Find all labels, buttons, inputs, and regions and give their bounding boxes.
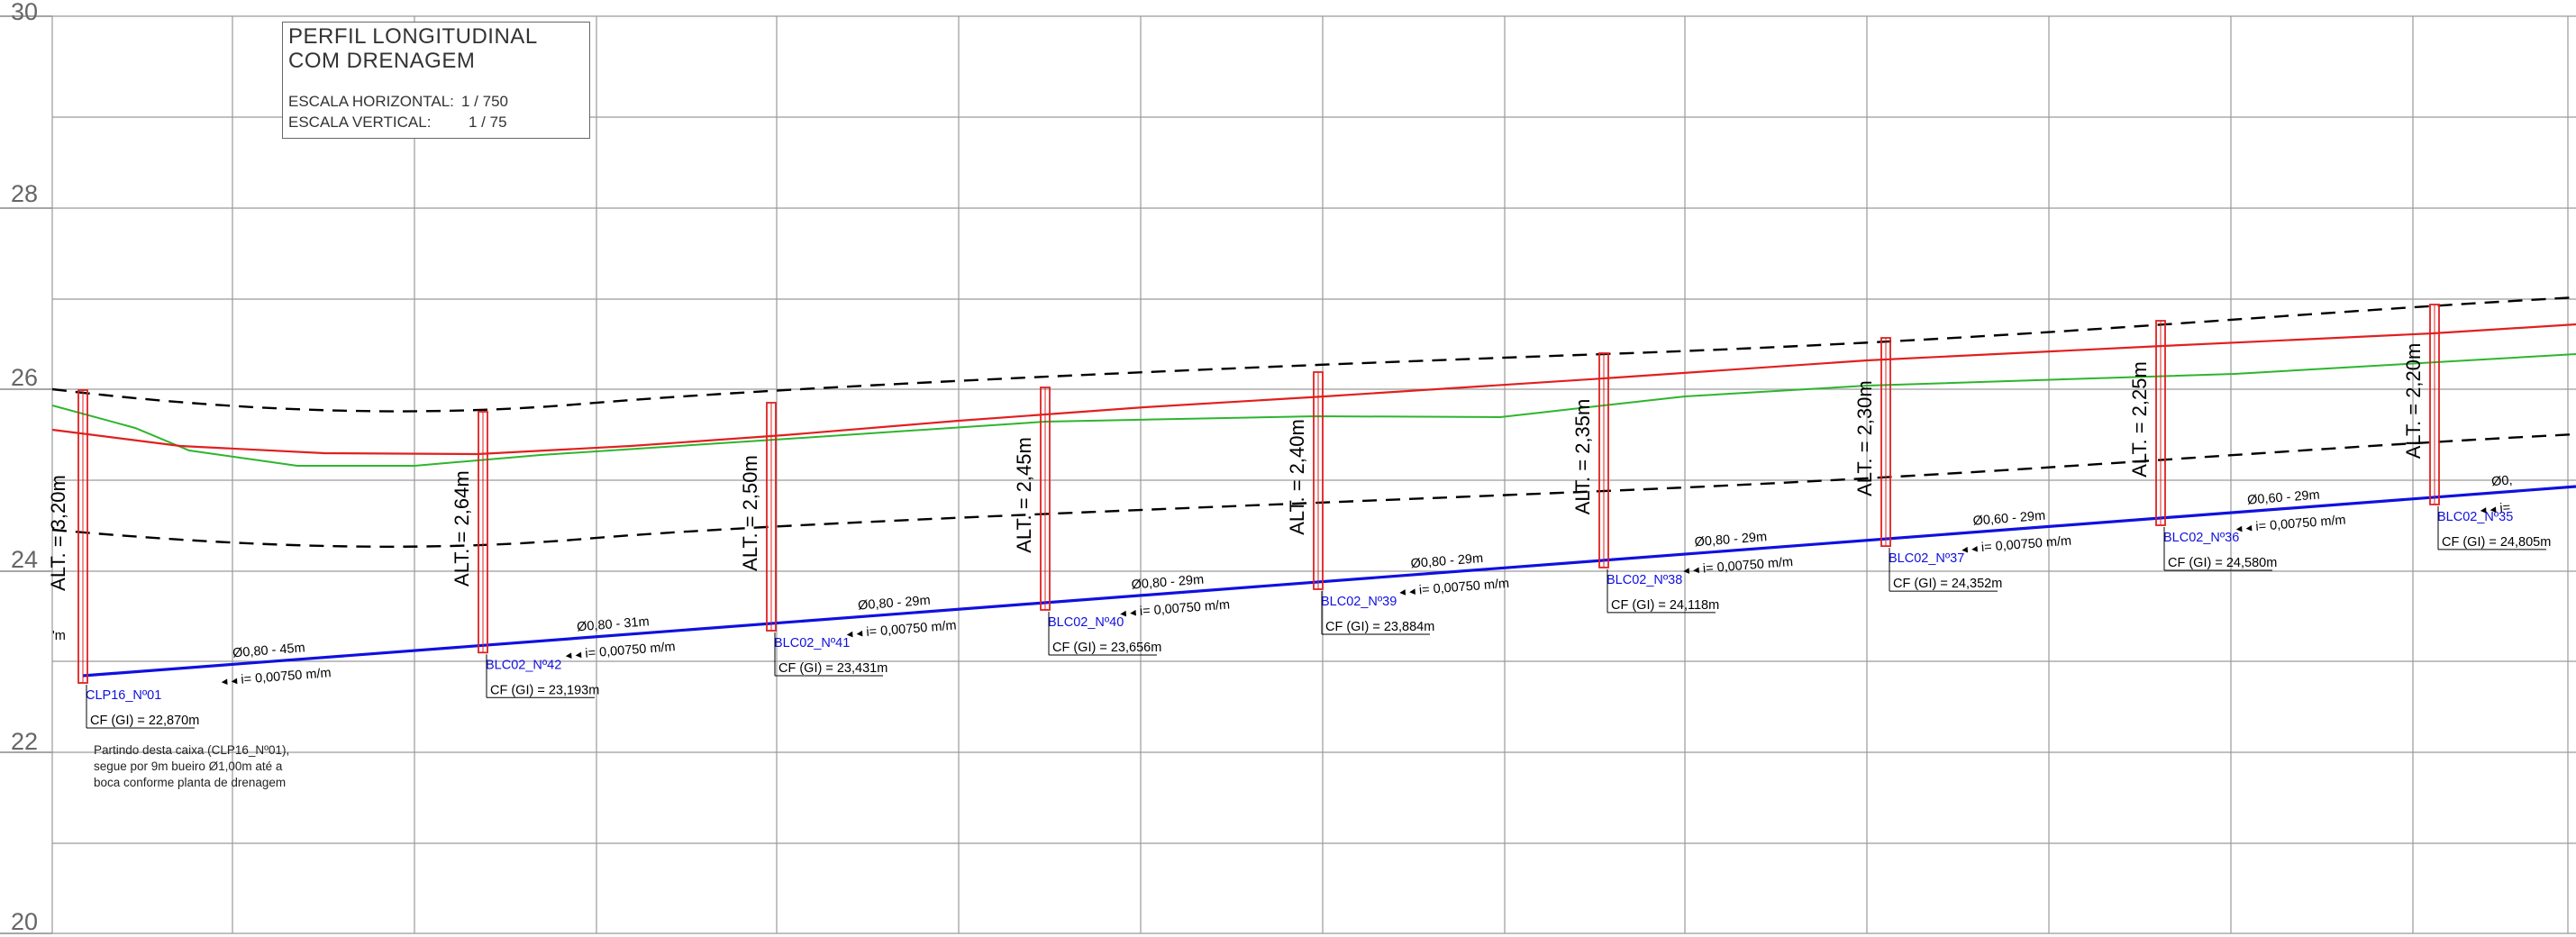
elevation-axis: 30 28 26 24 22 20 [11,0,38,935]
station-id-label: BLC02_Nº42 [486,658,561,672]
wells [77,304,2440,684]
segment-slope-label: i= [2499,501,2511,516]
elevation-label: 28 [11,180,38,207]
alt-label: ALT. = 2,20m [2402,343,2425,459]
scale-horizontal-label: ESCALA HORIZONTAL: [288,93,454,110]
segment-slope-label: i= 0,00750 m/m [585,640,676,661]
alt-label: ALT. = 2,45m [1013,437,1035,553]
scale-vertical-value: 1 / 75 [469,114,507,131]
title-line-1: PERFIL LONGITUDINAL [288,24,538,49]
segment-label-group: Ø0,60 - 29m ◄◄ i= 0,00750 m/m [2234,488,2346,535]
alt-label: ALT. = 3,20m [47,475,69,591]
segment-pipe-label: Ø0, [2491,473,2514,489]
cf-label: CF (GI) = 24,352m [1893,577,2002,591]
segment-label-group: Ø0,80 - 45m ◄◄ i= 0,00750 m/m [219,641,332,688]
station-id-label: BLC02_Nº36 [2163,531,2239,545]
segment-label-group: Ø0,80 - 29m ◄◄ i= 0,00750 m/m [1397,551,1510,599]
dashed-top-line [51,296,2576,413]
dashed-bottom-line [51,432,2576,548]
segment-slope-label: i= 0,00750 m/m [1702,555,1793,577]
segment-pipe-label: Ø0,60 - 29m [2247,488,2321,508]
edge-fragment-label: 'm [52,629,66,643]
station-id-label: CLP16_Nº01 [86,688,161,703]
segment-label-group: Ø0,60 - 29m ◄◄ i= 0,00750 m/m [1960,509,2072,556]
cf-label: CF (GI) = 24,118m [1611,598,1719,613]
segment-label-group: Ø0,80 - 29m ◄◄ i= 0,00750 m/m [1118,573,1231,620]
drainage-note: Partindo desta caixa (CLP16_Nº01), segue… [94,743,290,789]
alt-label: ALT. = 2,25m [2128,361,2151,478]
segment-label-group: Ø0,80 - 31m ◄◄ i= 0,00750 m/m [563,614,676,662]
cf-label: CF (GI) = 23,431m [778,661,887,676]
alt-label: ALT. = 2,40m [1286,419,1308,535]
station-id-label: BLC02_Nº35 [2437,510,2513,524]
segment-pipe-label: Ø0,80 - 45m [232,641,306,660]
segment-slope-label: i= 0,00750 m/m [866,618,957,640]
alt-label: ALT. = 2,35m [1571,399,1594,515]
station-id-label: BLC02_Nº39 [1321,595,1397,609]
alt-label: ALT. = 2,30m [1853,380,1876,496]
title-block: PERFIL LONGITUDINAL COM DRENAGEM ESCALA … [282,22,590,139]
segment-slope-label: i= 0,00750 m/m [1139,597,1230,619]
design-grade-line [51,323,2576,456]
flow-arrow-icon: ◄◄ [1397,587,1418,599]
flow-arrow-icon: ◄◄ [2234,523,2254,535]
elevation-label: 22 [11,728,38,755]
elevation-label: 24 [11,546,38,573]
station-id-label: BLC02_Nº40 [1048,615,1124,630]
segment-slope-label: i= 0,00750 m/m [1980,534,2071,556]
segment-pipe-label: Ø0,60 - 29m [1972,509,2046,529]
alt-label: ALT. = 2,64m [451,470,473,587]
station-id-label: BLC02_Nº37 [1889,551,1964,566]
flow-arrow-icon: ◄◄ [844,628,865,641]
segment-pipe-label: Ø0,80 - 29m [1131,573,1205,593]
cf-label: CF (GI) = 22,870m [90,714,199,728]
segment-slope-label: i= 0,00750 m/m [241,666,332,687]
station-id-label: BLC02_Nº38 [1607,573,1682,587]
segment-label-group: Ø0,80 - 29m ◄◄ i= 0,00750 m/m [844,594,957,641]
cf-label: CF (GI) = 23,884m [1325,620,1434,634]
flow-arrow-icon: ◄◄ [1960,543,1980,556]
segment-label-group: Ø0, ◄◄ i= [2478,473,2514,517]
flow-arrow-icon: ◄◄ [1681,565,1702,578]
segment-pipe-label: Ø0,80 - 31m [577,614,651,634]
title-line-2: COM DRENAGEM [288,49,476,73]
elevation-label: 30 [11,0,38,25]
segment-label-group: Ø0,80 - 29m ◄◄ i= 0,00750 m/m [1681,530,1794,578]
elevation-label: 26 [11,364,38,391]
segment-slope-label: i= 0,00750 m/m [2255,513,2346,534]
cf-label: CF (GI) = 24,805m [2442,535,2551,550]
flow-arrow-icon: ◄◄ [1118,607,1139,620]
cf-label: CF (GI) = 24,580m [2168,556,2277,570]
elevation-label: 20 [11,908,38,935]
cf-label: CF (GI) = 23,193m [490,683,599,697]
flow-arrow-icon: ◄◄ [563,650,584,662]
flow-arrow-icon: ◄◄ [219,676,240,688]
segment-pipe-label: Ø0,80 - 29m [1694,530,1768,550]
cf-label: CF (GI) = 23,656m [1052,641,1161,655]
segment-pipe-label: Ø0,80 - 29m [858,594,932,614]
scale-horizontal-value: 1 / 750 [461,93,508,110]
scale-vertical-label: ESCALA VERTICAL: [288,114,432,131]
segment-pipe-label: Ø0,80 - 29m [1410,551,1484,571]
alt-label: ALT. = 2,50m [739,455,761,571]
segment-slope-label: i= 0,00750 m/m [1418,577,1509,598]
station-id-label: BLC02_Nº41 [774,636,850,650]
annotations: ALT. = 3,20m CLP16_Nº01 CF (GI) = 22,870m A… [47,343,2551,729]
flow-arrow-icon: ◄◄ [2478,505,2499,517]
